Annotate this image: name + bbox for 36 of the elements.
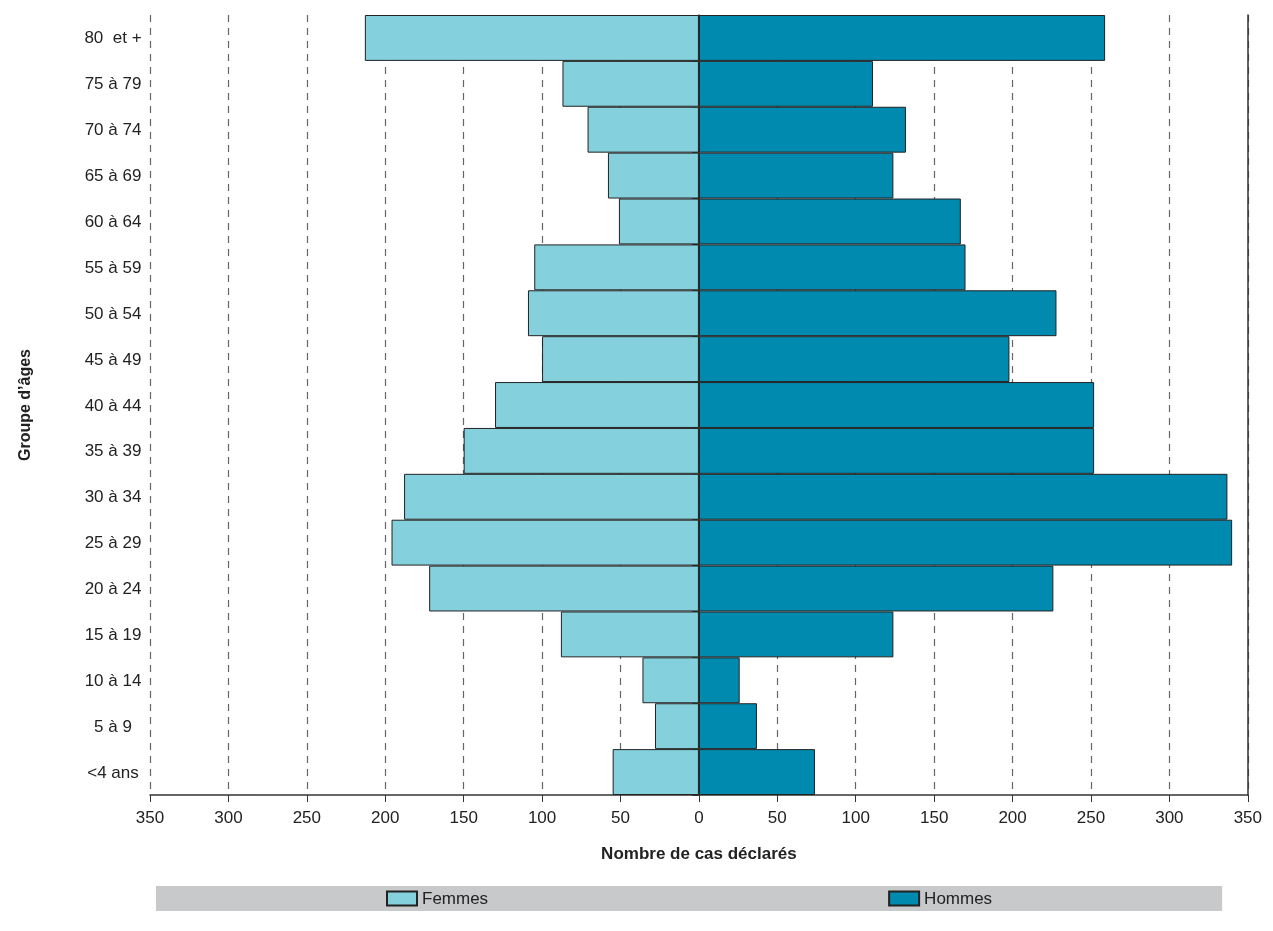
x-tick-label: 200 [371,808,400,827]
x-tick-label: 150 [449,808,478,827]
y-tick-label: 20 à 24 [84,579,142,599]
y-tick-label: 15 à 19 [84,624,142,644]
legend-label: Femmes [422,889,489,908]
x-tick-label: 100 [527,808,557,827]
x-tick-label: 300 [1155,808,1184,827]
x-tick-label: 350 [135,808,165,827]
y-tick-label: 65 à 69 [84,166,142,186]
x-axis-title: Nombre de cas déclarés [601,844,797,863]
y-tick-label: 35 à 39 [84,441,142,461]
y-tick-label: 80 et + [84,28,142,48]
x-tick-label: 100 [841,808,870,827]
legend-label: Hommes [924,889,993,908]
y-tick-label: 45 à 49 [84,349,142,369]
y-tick-label: 40 à 44 [84,395,142,415]
y-tick-label: 25 à 29 [84,533,142,553]
y-tick-label: 60 à 64 [84,211,142,231]
y-tick-label: 75 à 79 [84,74,142,94]
y-axis-title: Groupe d’âges [15,348,33,462]
x-tick-label: 150 [919,808,949,827]
y-tick-label: 55 à 59 [84,257,142,277]
x-tick-label: 350 [1233,808,1263,827]
y-tick-label: 10 à 14 [84,670,142,690]
x-tick-label: 50 [767,808,787,827]
x-tick-label: 50 [611,808,630,827]
x-tick-label: 200 [998,808,1027,827]
x-tick-label: 250 [1076,808,1106,827]
y-tick-label: 30 à 34 [84,487,142,507]
y-tick-label: <4 ans [87,762,139,782]
x-tick-label: 0 [694,808,704,827]
x-tick-label: 250 [292,808,322,827]
x-tick-label: 300 [214,808,243,827]
y-tick-label: 50 à 54 [84,303,142,323]
y-tick-label: 5 à 9 [94,716,132,736]
y-tick-label: 70 à 74 [84,120,142,140]
